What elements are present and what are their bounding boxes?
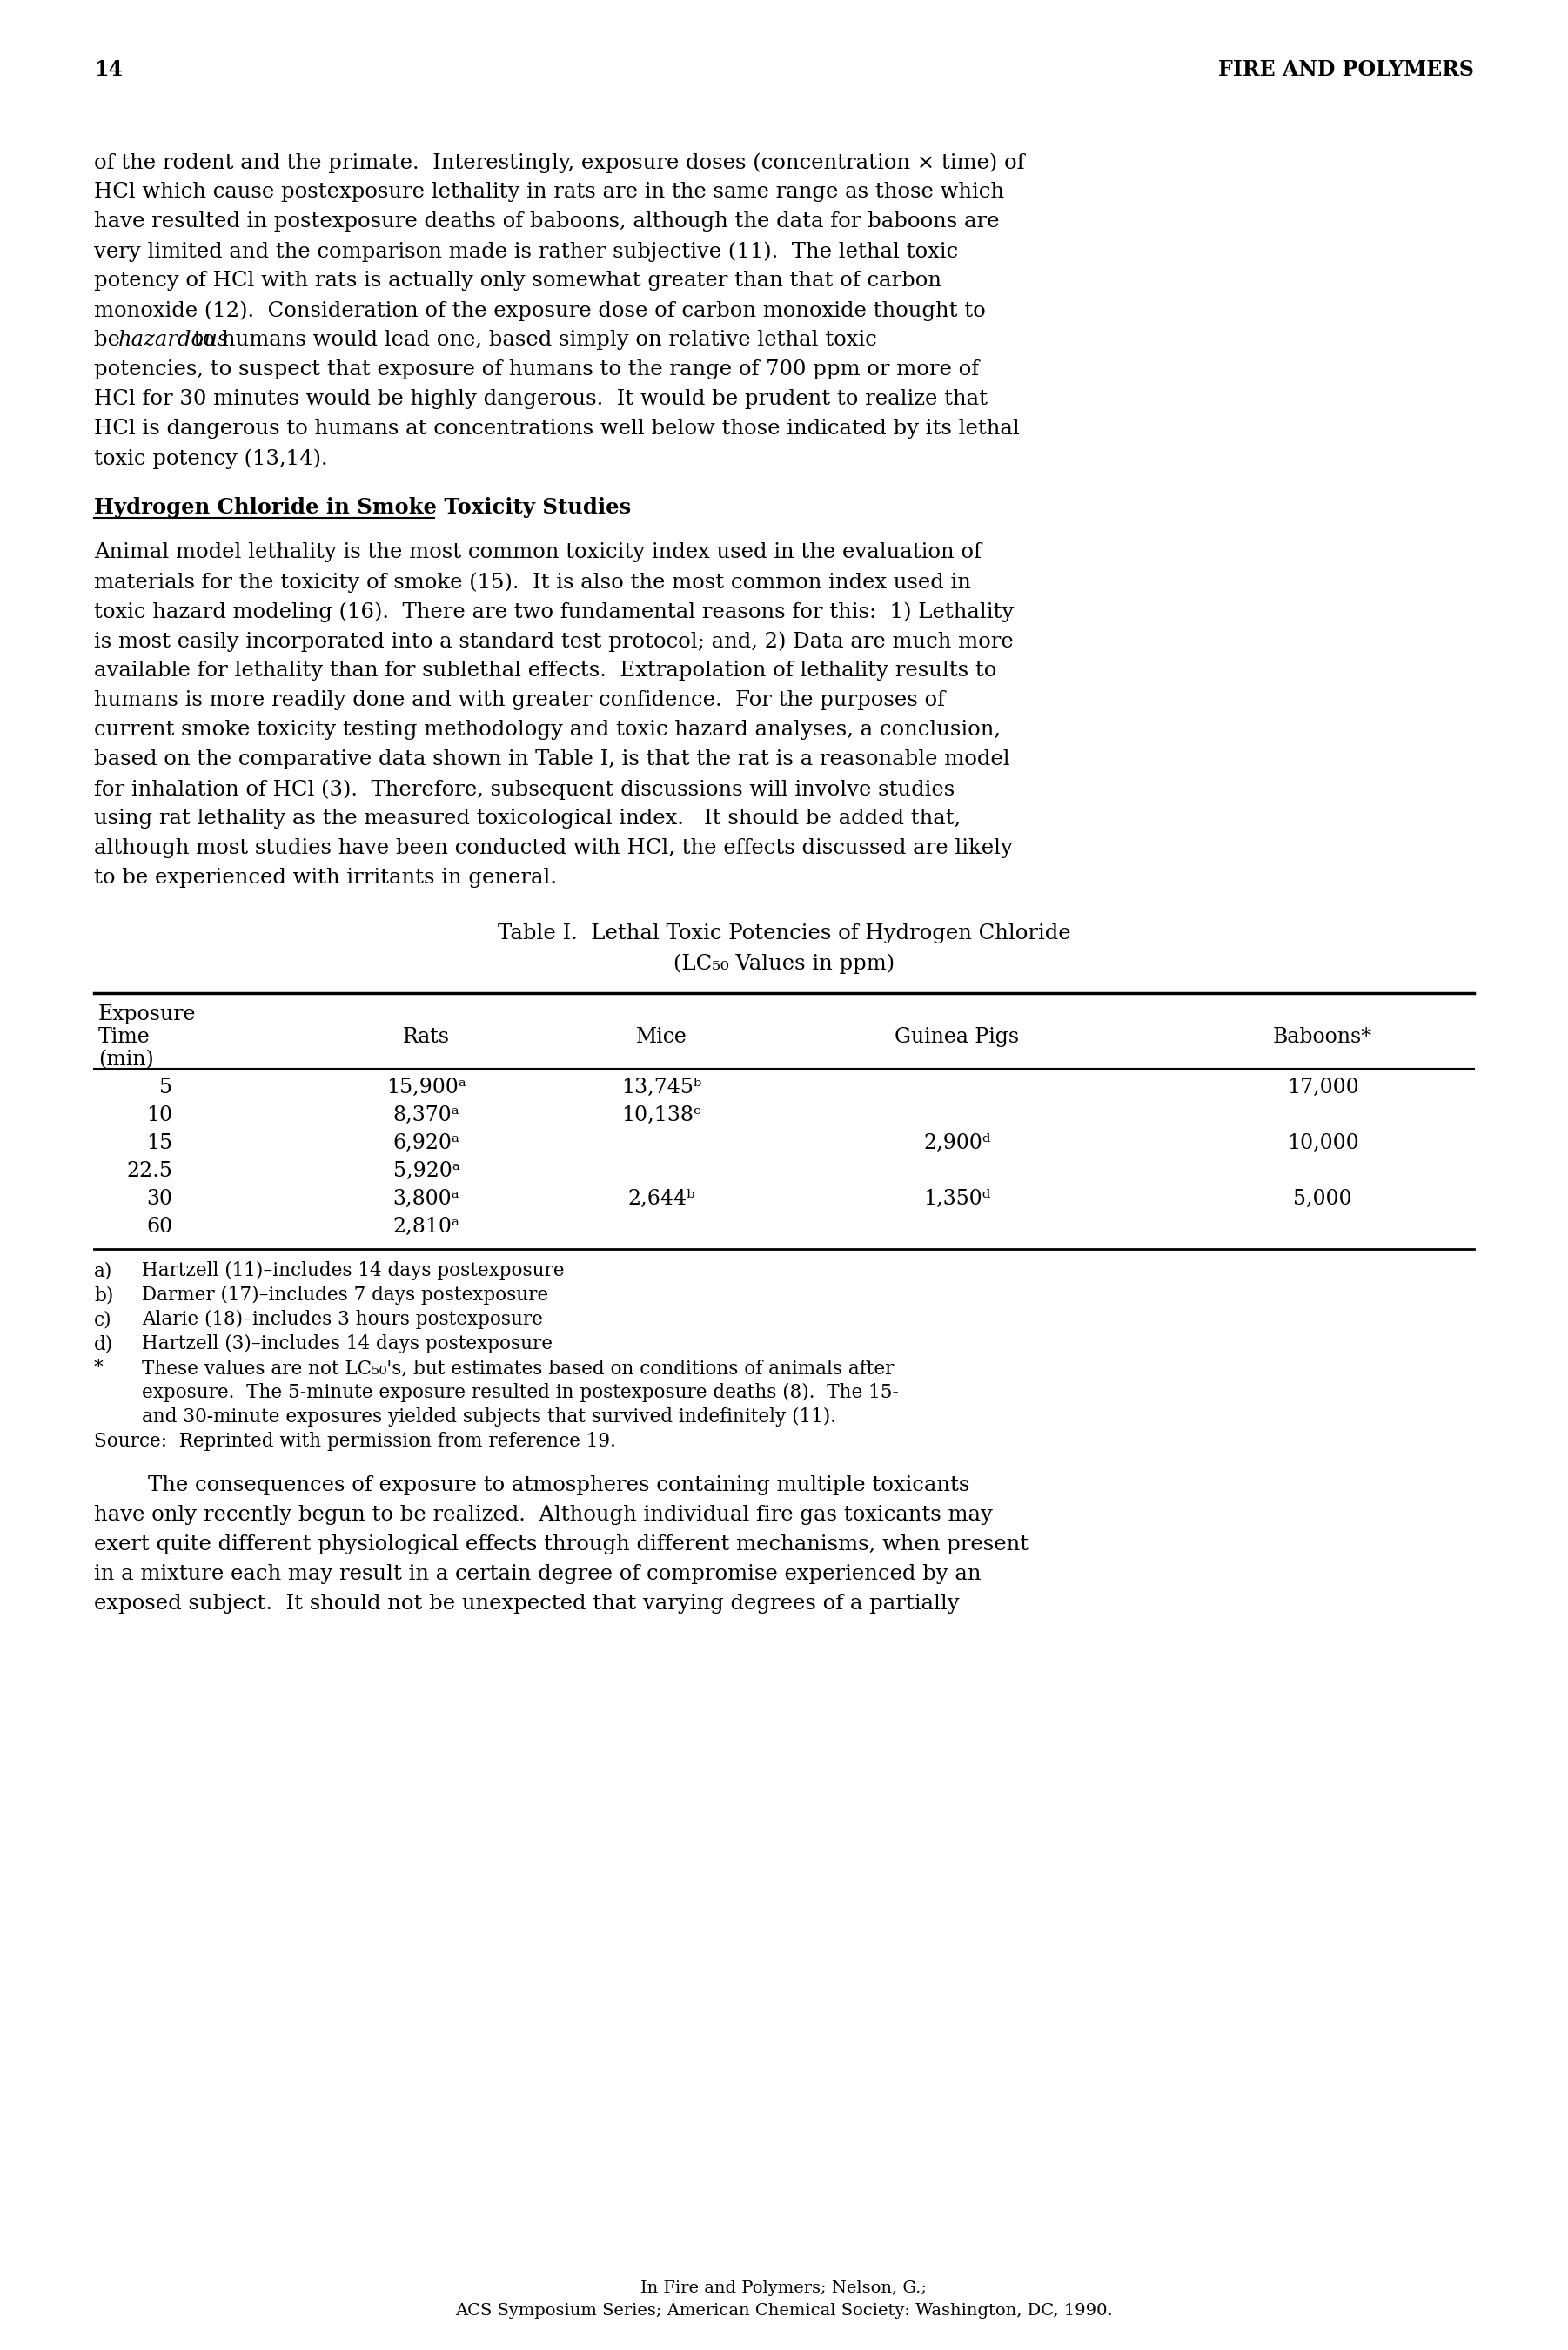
Text: to humans would lead one, based simply on relative lethal toxic: to humans would lead one, based simply o… (187, 329, 877, 350)
Text: 15,900ᵃ: 15,900ᵃ (386, 1079, 466, 1097)
Text: HCl which cause postexposure lethality in rats are in the same range as those wh: HCl which cause postexposure lethality i… (94, 181, 1004, 202)
Text: (min): (min) (99, 1050, 154, 1069)
Text: toxic potency (13,14).: toxic potency (13,14). (94, 449, 328, 468)
Text: humans is more readily done and with greater confidence.  For the purposes of: humans is more readily done and with gre… (94, 691, 946, 710)
Text: exert quite different physiological effects through different mechanisms, when p: exert quite different physiological effe… (94, 1535, 1029, 1553)
Text: based on the comparative data shown in Table I, is that the rat is a reasonable : based on the comparative data shown in T… (94, 750, 1010, 768)
Text: Mice: Mice (635, 1027, 687, 1048)
Text: available for lethality than for sublethal effects.  Extrapolation of lethality : available for lethality than for subleth… (94, 660, 997, 681)
Text: 1,350ᵈ: 1,350ᵈ (924, 1189, 991, 1208)
Text: 10: 10 (146, 1104, 172, 1126)
Text: Exposure: Exposure (99, 1003, 196, 1025)
Text: 2,644ᵇ: 2,644ᵇ (627, 1189, 695, 1208)
Text: 10,138ᶜ: 10,138ᶜ (621, 1104, 701, 1126)
Text: potency of HCl with rats is actually only somewhat greater than that of carbon: potency of HCl with rats is actually onl… (94, 270, 941, 291)
Text: FIRE AND POLYMERS: FIRE AND POLYMERS (1218, 59, 1474, 80)
Text: 15: 15 (146, 1133, 172, 1154)
Text: to be experienced with irritants in general.: to be experienced with irritants in gene… (94, 867, 557, 888)
Text: 30: 30 (146, 1189, 172, 1208)
Text: Table I.  Lethal Toxic Potencies of Hydrogen Chloride: Table I. Lethal Toxic Potencies of Hydro… (497, 924, 1071, 942)
Text: b): b) (94, 1285, 113, 1304)
Text: Rats: Rats (403, 1027, 450, 1048)
Text: using rat lethality as the measured toxicological index.   It should be added th: using rat lethality as the measured toxi… (94, 808, 961, 830)
Text: very limited and the comparison made is rather subjective (11).  The lethal toxi: very limited and the comparison made is … (94, 242, 958, 261)
Text: 3,800ᵃ: 3,800ᵃ (394, 1189, 459, 1208)
Text: c): c) (94, 1309, 111, 1330)
Text: (LC₅₀ Values in ppm): (LC₅₀ Values in ppm) (673, 954, 895, 973)
Text: Darmer (17)–includes 7 days postexposure: Darmer (17)–includes 7 days postexposure (141, 1285, 549, 1304)
Text: HCl is dangerous to humans at concentrations well below those indicated by its l: HCl is dangerous to humans at concentrat… (94, 418, 1019, 439)
Text: toxic hazard modeling (16).  There are two fundamental reasons for this:  1) Let: toxic hazard modeling (16). There are tw… (94, 602, 1014, 623)
Text: Guinea Pigs: Guinea Pigs (895, 1027, 1019, 1048)
Text: be: be (94, 329, 127, 350)
Text: 2,900ᵈ: 2,900ᵈ (924, 1133, 991, 1154)
Text: and 30-minute exposures yielded subjects that survived indefinitely (11).: and 30-minute exposures yielded subjects… (141, 1408, 836, 1426)
Text: 10,000: 10,000 (1287, 1133, 1358, 1154)
Text: 2,810ᵃ: 2,810ᵃ (394, 1217, 459, 1236)
Text: Animal model lethality is the most common toxicity index used in the evaluation : Animal model lethality is the most commo… (94, 543, 982, 562)
Text: HCl for 30 minutes would be highly dangerous.  It would be prudent to realize th: HCl for 30 minutes would be highly dange… (94, 390, 988, 409)
Text: ACS Symposium Series; American Chemical Society: Washington, DC, 1990.: ACS Symposium Series; American Chemical … (455, 2303, 1113, 2319)
Text: d): d) (94, 1335, 113, 1354)
Text: have only recently begun to be realized.  Although individual fire gas toxicants: have only recently begun to be realized.… (94, 1504, 993, 1525)
Text: in a mixture each may result in a certain degree of compromise experienced by an: in a mixture each may result in a certai… (94, 1565, 982, 1584)
Text: Baboons*: Baboons* (1273, 1027, 1372, 1048)
Text: for inhalation of HCl (3).  Therefore, subsequent discussions will involve studi: for inhalation of HCl (3). Therefore, su… (94, 778, 955, 799)
Text: Hartzell (3)–includes 14 days postexposure: Hartzell (3)–includes 14 days postexposu… (141, 1335, 552, 1354)
Text: Alarie (18)–includes 3 hours postexposure: Alarie (18)–includes 3 hours postexposur… (141, 1309, 543, 1330)
Text: 8,370ᵃ: 8,370ᵃ (394, 1104, 459, 1126)
Text: 14: 14 (94, 59, 122, 80)
Text: although most studies have been conducted with HCl, the effects discussed are li: although most studies have been conducte… (94, 839, 1013, 858)
Text: These values are not LC₅₀'s, but estimates based on conditions of animals after: These values are not LC₅₀'s, but estimat… (141, 1358, 894, 1377)
Text: exposed subject.  It should not be unexpected that varying degrees of a partiall: exposed subject. It should not be unexpe… (94, 1593, 960, 1614)
Text: 22.5: 22.5 (127, 1161, 172, 1182)
Text: The consequences of exposure to atmospheres containing multiple toxicants: The consequences of exposure to atmosphe… (94, 1476, 969, 1495)
Text: exposure.  The 5-minute exposure resulted in postexposure deaths (8).  The 15-: exposure. The 5-minute exposure resulted… (141, 1384, 898, 1403)
Text: 5,920ᵃ: 5,920ᵃ (394, 1161, 459, 1182)
Text: materials for the toxicity of smoke (15).  It is also the most common index used: materials for the toxicity of smoke (15)… (94, 571, 971, 592)
Text: Time: Time (99, 1027, 151, 1048)
Text: potencies, to suspect that exposure of humans to the range of 700 ppm or more of: potencies, to suspect that exposure of h… (94, 360, 978, 378)
Text: current smoke toxicity testing methodology and toxic hazard analyses, a conclusi: current smoke toxicity testing methodolo… (94, 719, 1000, 740)
Text: 6,920ᵃ: 6,920ᵃ (394, 1133, 459, 1154)
Text: is most easily incorporated into a standard test protocol; and, 2) Data are much: is most easily incorporated into a stand… (94, 632, 1013, 651)
Text: Hydrogen Chloride in Smoke Toxicity Studies: Hydrogen Chloride in Smoke Toxicity Stud… (94, 496, 630, 517)
Text: Source:  Reprinted with permission from reference 19.: Source: Reprinted with permission from r… (94, 1431, 616, 1450)
Text: 60: 60 (146, 1217, 172, 1236)
Text: 17,000: 17,000 (1287, 1079, 1358, 1097)
Text: 5,000: 5,000 (1294, 1189, 1352, 1208)
Text: monoxide (12).  Consideration of the exposure dose of carbon monoxide thought to: monoxide (12). Consideration of the expo… (94, 301, 986, 320)
Text: of the rodent and the primate.  Interestingly, exposure doses (concentration × t: of the rodent and the primate. Interesti… (94, 153, 1024, 174)
Text: 13,745ᵇ: 13,745ᵇ (621, 1079, 701, 1097)
Text: *: * (94, 1358, 103, 1377)
Text: have resulted in postexposure deaths of baboons, although the data for baboons a: have resulted in postexposure deaths of … (94, 212, 999, 233)
Text: In Fire and Polymers; Nelson, G.;: In Fire and Polymers; Nelson, G.; (641, 2280, 927, 2296)
Text: Hartzell (11)–includes 14 days postexposure: Hartzell (11)–includes 14 days postexpos… (141, 1262, 564, 1281)
Text: a): a) (94, 1262, 113, 1281)
Text: 5: 5 (160, 1079, 172, 1097)
Text: hazardous: hazardous (118, 329, 229, 350)
